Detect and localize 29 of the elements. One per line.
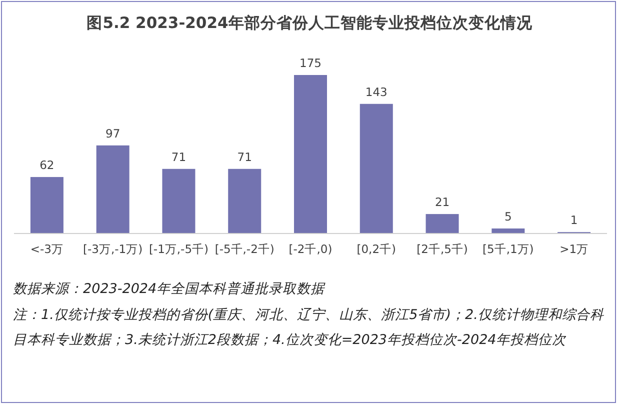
data-label: 71: [171, 150, 186, 164]
x-tick-label: [-2千,0): [288, 242, 332, 256]
data-label: 175: [300, 56, 322, 70]
bar: [360, 104, 393, 233]
bar: [30, 177, 64, 233]
source-note: 数据来源：2023-2024年全国本科普通批录取数据: [13, 280, 326, 299]
bar: [492, 228, 525, 233]
x-tick-label: >1万: [560, 242, 589, 256]
chart-title: 图5.2 2023-2024年部分省份人工智能专业投档位次变化情况: [86, 14, 534, 32]
bar: [426, 214, 459, 233]
x-tick-label: [-5千,-2千): [214, 242, 274, 256]
bar: [96, 145, 130, 233]
data-label: 71: [237, 150, 252, 164]
data-label: 143: [365, 84, 388, 99]
x-tick-label: [5千,1万): [482, 242, 534, 256]
data-label: 21: [434, 195, 450, 210]
bar: [294, 75, 327, 233]
x-tick-label: [0,2千): [356, 242, 396, 256]
x-tick-label: <-3万: [30, 242, 64, 256]
bar: [228, 168, 262, 233]
data-label: 62: [40, 158, 54, 172]
bar: [162, 168, 196, 233]
data-label: 5: [504, 209, 512, 224]
data-label: 1: [570, 213, 578, 228]
x-tick-label: [2千,5千): [416, 242, 468, 256]
data-label: 97: [106, 126, 120, 140]
x-tick-label: [-1万,-5千): [148, 242, 209, 256]
x-tick-label: [-3万,-1万): [83, 242, 143, 256]
text: 注：1.仅统计按专业投档的省份(重庆、河北、辽宁、山东、浙江5省市)；2.仅统计物理和综合科目本科专业数据；3.未统计浙江2段数据；4.位次变化=2023年投档位次-2024年投档位次: [13, 306, 605, 350]
